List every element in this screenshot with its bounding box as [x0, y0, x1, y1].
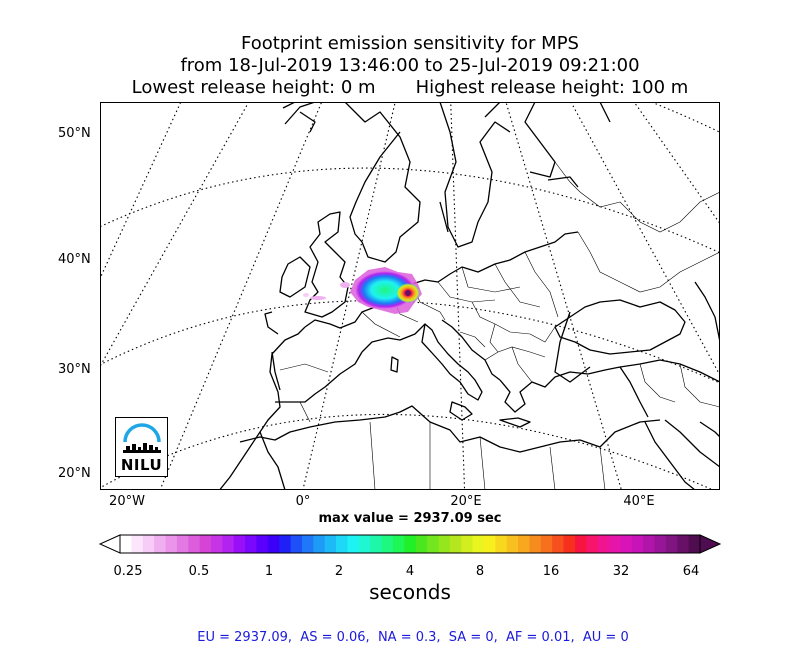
colorbar-unit-label: seconds — [369, 580, 451, 604]
colorbar-cell — [483, 535, 496, 553]
colorbar-cell — [233, 535, 246, 553]
colorbar-cell — [154, 535, 167, 553]
lon-label-20w: 20°W — [109, 494, 145, 509]
colorbar-cell — [404, 535, 417, 553]
colorbar-cell — [654, 535, 667, 553]
colorbar-cell — [347, 535, 360, 553]
colorbar — [98, 534, 722, 554]
colorbar-cell — [415, 535, 428, 553]
colorbar-cell — [313, 535, 326, 553]
colorbar-cell — [609, 535, 621, 553]
lat-label-40n: 40°N — [58, 252, 91, 267]
colorbar-cell — [176, 535, 189, 553]
colorbar-cell — [324, 535, 337, 553]
colorbar-cell — [120, 535, 132, 553]
colorbar-cell — [370, 535, 383, 553]
colorbar-high-extend — [699, 534, 722, 554]
footprint-plume — [303, 267, 422, 314]
nilu-logo-text: NILU — [120, 456, 163, 474]
colorbar-cell — [222, 535, 235, 553]
colorbar-cells — [120, 535, 701, 553]
colorbar-cell — [290, 535, 303, 553]
colorbar-cell — [586, 535, 599, 553]
colorbar-cell — [643, 535, 656, 553]
colorbar-tick-label: 0.25 — [113, 564, 143, 579]
colorbar-tick-label: 16 — [542, 564, 560, 579]
lon-label-40e: 40°E — [623, 494, 655, 509]
plot-title-line3: Lowest release height: 0 m Highest relea… — [131, 77, 689, 98]
colorbar-cell — [620, 535, 633, 553]
lat-label-30n: 30°N — [58, 362, 91, 377]
colorbar-cell — [529, 535, 542, 553]
colorbar-cell — [597, 535, 610, 553]
colorbar-cell — [472, 535, 485, 553]
colorbar-cell — [381, 535, 394, 553]
colorbar-tick-label: 1 — [264, 564, 274, 579]
colorbar-cell — [495, 535, 508, 553]
colorbar-tick-label: 2 — [334, 564, 344, 579]
colorbar-tick-label: 4 — [405, 564, 415, 579]
colorbar-cell — [245, 535, 258, 553]
plot-title-line2: from 18-Jul-2019 13:46:00 to 25-Jul-2019… — [180, 55, 640, 76]
plot-title-line1: Footprint emission sensitivity for MPS — [241, 33, 579, 54]
colorbar-cell — [131, 535, 144, 553]
colorbar-cell — [438, 535, 451, 553]
colorbar-cell — [256, 535, 269, 553]
region-totals: EU = 2937.09, AS = 0.06, NA = 0.3, SA = … — [197, 630, 629, 645]
colorbar-cell — [665, 535, 678, 553]
colorbar-cell — [449, 535, 462, 553]
country-borders — [279, 161, 720, 490]
lat-label-20n: 20°N — [58, 466, 91, 481]
colorbar-cell — [574, 535, 587, 553]
colorbar-cell — [427, 535, 440, 553]
colorbar-cell — [336, 535, 349, 553]
colorbar-cell — [506, 535, 519, 553]
colorbar-cell — [301, 535, 314, 553]
nilu-logo: NILU — [115, 417, 168, 477]
colorbar-frame — [119, 534, 701, 554]
colorbar-cell — [267, 535, 280, 553]
footprint-map — [100, 102, 720, 490]
colorbar-cell — [540, 535, 553, 553]
colorbar-tick-label: 32 — [612, 564, 630, 579]
max-value-label: max value = 2937.09 sec — [318, 511, 502, 526]
colorbar-cell — [552, 535, 565, 553]
colorbar-cell — [279, 535, 292, 553]
colorbar-cell — [199, 535, 212, 553]
lat-label-50n: 50°N — [58, 126, 91, 141]
colorbar-cell — [631, 535, 644, 553]
nilu-logo-mark — [123, 423, 161, 453]
colorbar-cell — [461, 535, 474, 553]
colorbar-cell — [688, 535, 701, 553]
coastlines — [218, 102, 720, 490]
colorbar-tick-label: 8 — [475, 564, 485, 579]
colorbar-cell — [518, 535, 531, 553]
lon-label-20e: 20°E — [450, 494, 482, 509]
colorbar-cell — [165, 535, 178, 553]
colorbar-cell — [392, 535, 405, 553]
colorbar-cell — [188, 535, 201, 553]
colorbar-cell — [358, 535, 371, 553]
colorbar-low-extend — [98, 534, 121, 554]
colorbar-cell — [677, 535, 690, 553]
map-content — [100, 102, 720, 490]
colorbar-cell — [563, 535, 576, 553]
colorbar-cell — [210, 535, 223, 553]
map-frame — [100, 102, 720, 490]
lon-label-0: 0° — [295, 494, 311, 509]
colorbar-cell — [142, 535, 155, 553]
colorbar-tick-label: 0.5 — [188, 564, 210, 579]
colorbar-tick-label: 64 — [682, 564, 700, 579]
graticule — [100, 102, 720, 490]
